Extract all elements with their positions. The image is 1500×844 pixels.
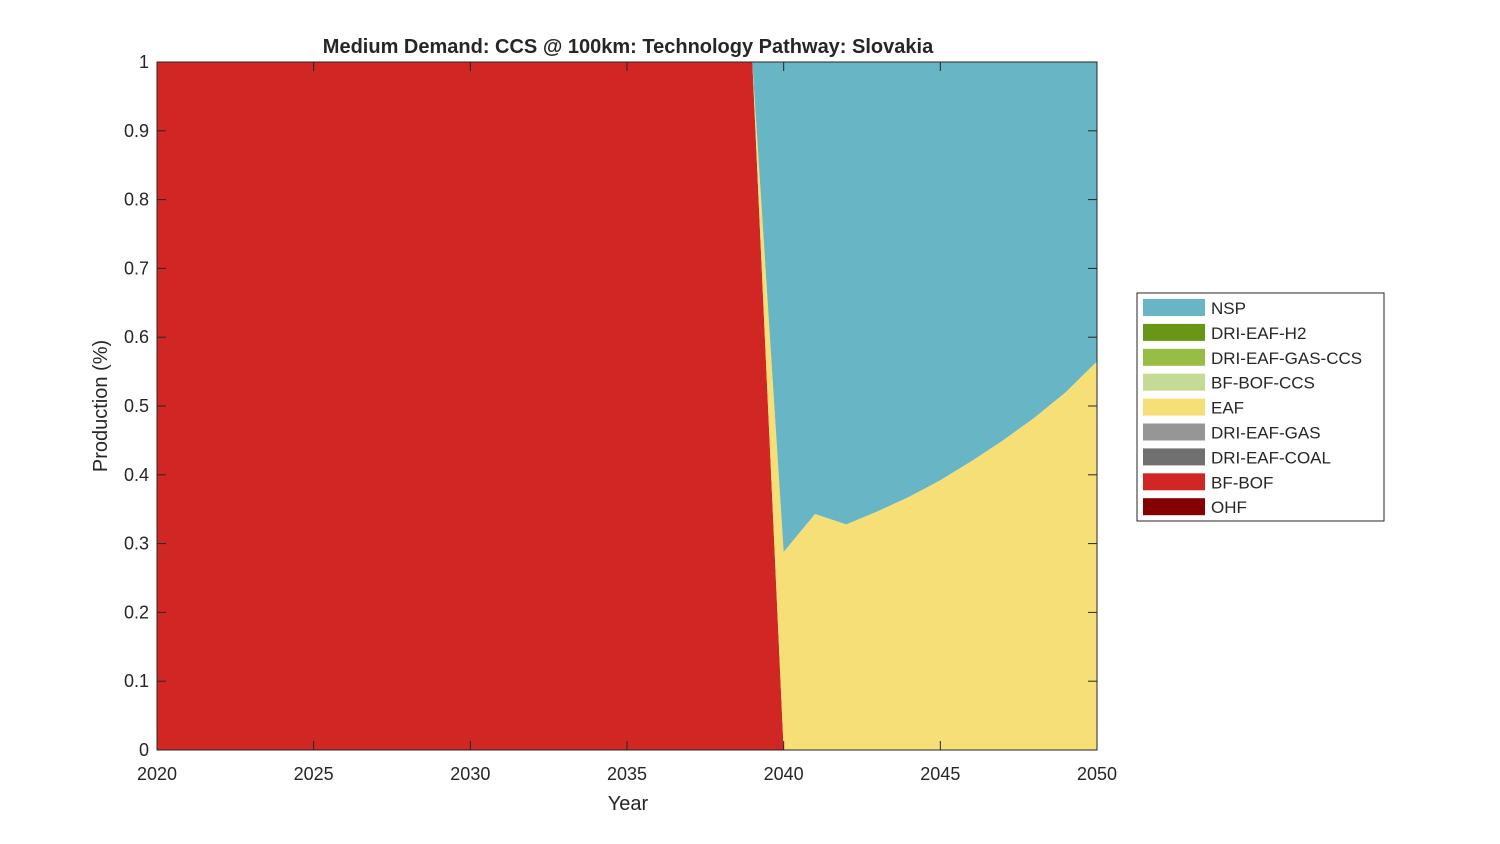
legend-label: DRI-EAF-GAS <box>1211 424 1321 443</box>
y-tick-label: 0.2 <box>124 602 149 622</box>
y-tick-label: 0.6 <box>124 327 149 347</box>
y-tick-label: 0.5 <box>124 396 149 416</box>
legend-label: BF-BOF-CCS <box>1211 374 1315 393</box>
y-tick-label: 0.3 <box>124 534 149 554</box>
legend-swatch <box>1143 498 1205 516</box>
legend-label: DRI-EAF-GAS-CCS <box>1211 349 1362 368</box>
y-tick-label: 0 <box>139 740 149 760</box>
x-axis-label: Year <box>608 793 649 815</box>
legend-swatch <box>1143 423 1205 441</box>
legend-label: DRI-EAF-H2 <box>1211 324 1306 343</box>
area-layer <box>157 62 1097 750</box>
x-tick-label: 2035 <box>607 764 647 784</box>
y-tick-label: 0.1 <box>124 671 149 691</box>
legend-label: BF-BOF <box>1211 473 1273 492</box>
x-tick-label: 2045 <box>920 764 960 784</box>
area-eaf <box>157 62 1097 750</box>
y-tick-label: 0.4 <box>124 465 149 485</box>
x-tick-label: 2030 <box>450 764 490 784</box>
legend-label: OHF <box>1211 498 1247 517</box>
legend-item-ohf: OHF <box>1143 498 1247 517</box>
legend-item-eaf: EAF <box>1143 398 1244 418</box>
legend-item-dri-eaf-gas-ccs: DRI-EAF-GAS-CCS <box>1143 348 1362 368</box>
legend-item-dri-eaf-gas: DRI-EAF-GAS <box>1143 423 1321 443</box>
y-tick-label: 0.8 <box>124 190 149 210</box>
legend-item-dri-eaf-h2: DRI-EAF-H2 <box>1143 323 1306 343</box>
legend-swatch <box>1143 448 1205 466</box>
legend-label: DRI-EAF-COAL <box>1211 448 1331 467</box>
axes: 2020 2025 2030 2035 2040 2045 2050 0 0.1 0.2 0.3 0.… <box>124 52 1117 784</box>
legend-item-bf-bof: BF-BOF <box>1143 473 1273 492</box>
legend-item-bf-bof-ccs: BF-BOF-CCS <box>1143 373 1315 393</box>
legend-item-dri-eaf-coal: DRI-EAF-COAL <box>1143 448 1331 467</box>
chart-title: Medium Demand: CCS @ 100km: Technology P… <box>323 36 934 58</box>
x-tick-label: 2050 <box>1077 764 1117 784</box>
legend-swatch <box>1143 299 1205 316</box>
x-tick-label: 2040 <box>764 764 804 784</box>
y-tick-label: 0.9 <box>124 121 149 141</box>
legend-swatch <box>1143 323 1205 341</box>
y-tick-label: 0.7 <box>124 258 149 278</box>
legend: NSP DRI-EAF-H2 DRI-EAF-GAS-CCS BF-BOF-CCS EA… <box>1136 292 1385 522</box>
legend-swatch <box>1143 473 1205 491</box>
area-bf-bof <box>157 62 1097 750</box>
area-nsp <box>157 62 1097 552</box>
legend-swatch <box>1143 348 1205 366</box>
y-tick-label: 1 <box>139 52 149 72</box>
x-tick-label: 2020 <box>137 764 177 784</box>
legend-swatch <box>1143 373 1205 391</box>
y-axis-label: Production (%) <box>90 340 112 472</box>
legend-item-nsp: NSP <box>1143 299 1246 318</box>
legend-label: NSP <box>1211 299 1246 318</box>
legend-label: EAF <box>1211 399 1244 418</box>
x-tick-label: 2025 <box>294 764 334 784</box>
legend-swatch <box>1143 398 1205 416</box>
